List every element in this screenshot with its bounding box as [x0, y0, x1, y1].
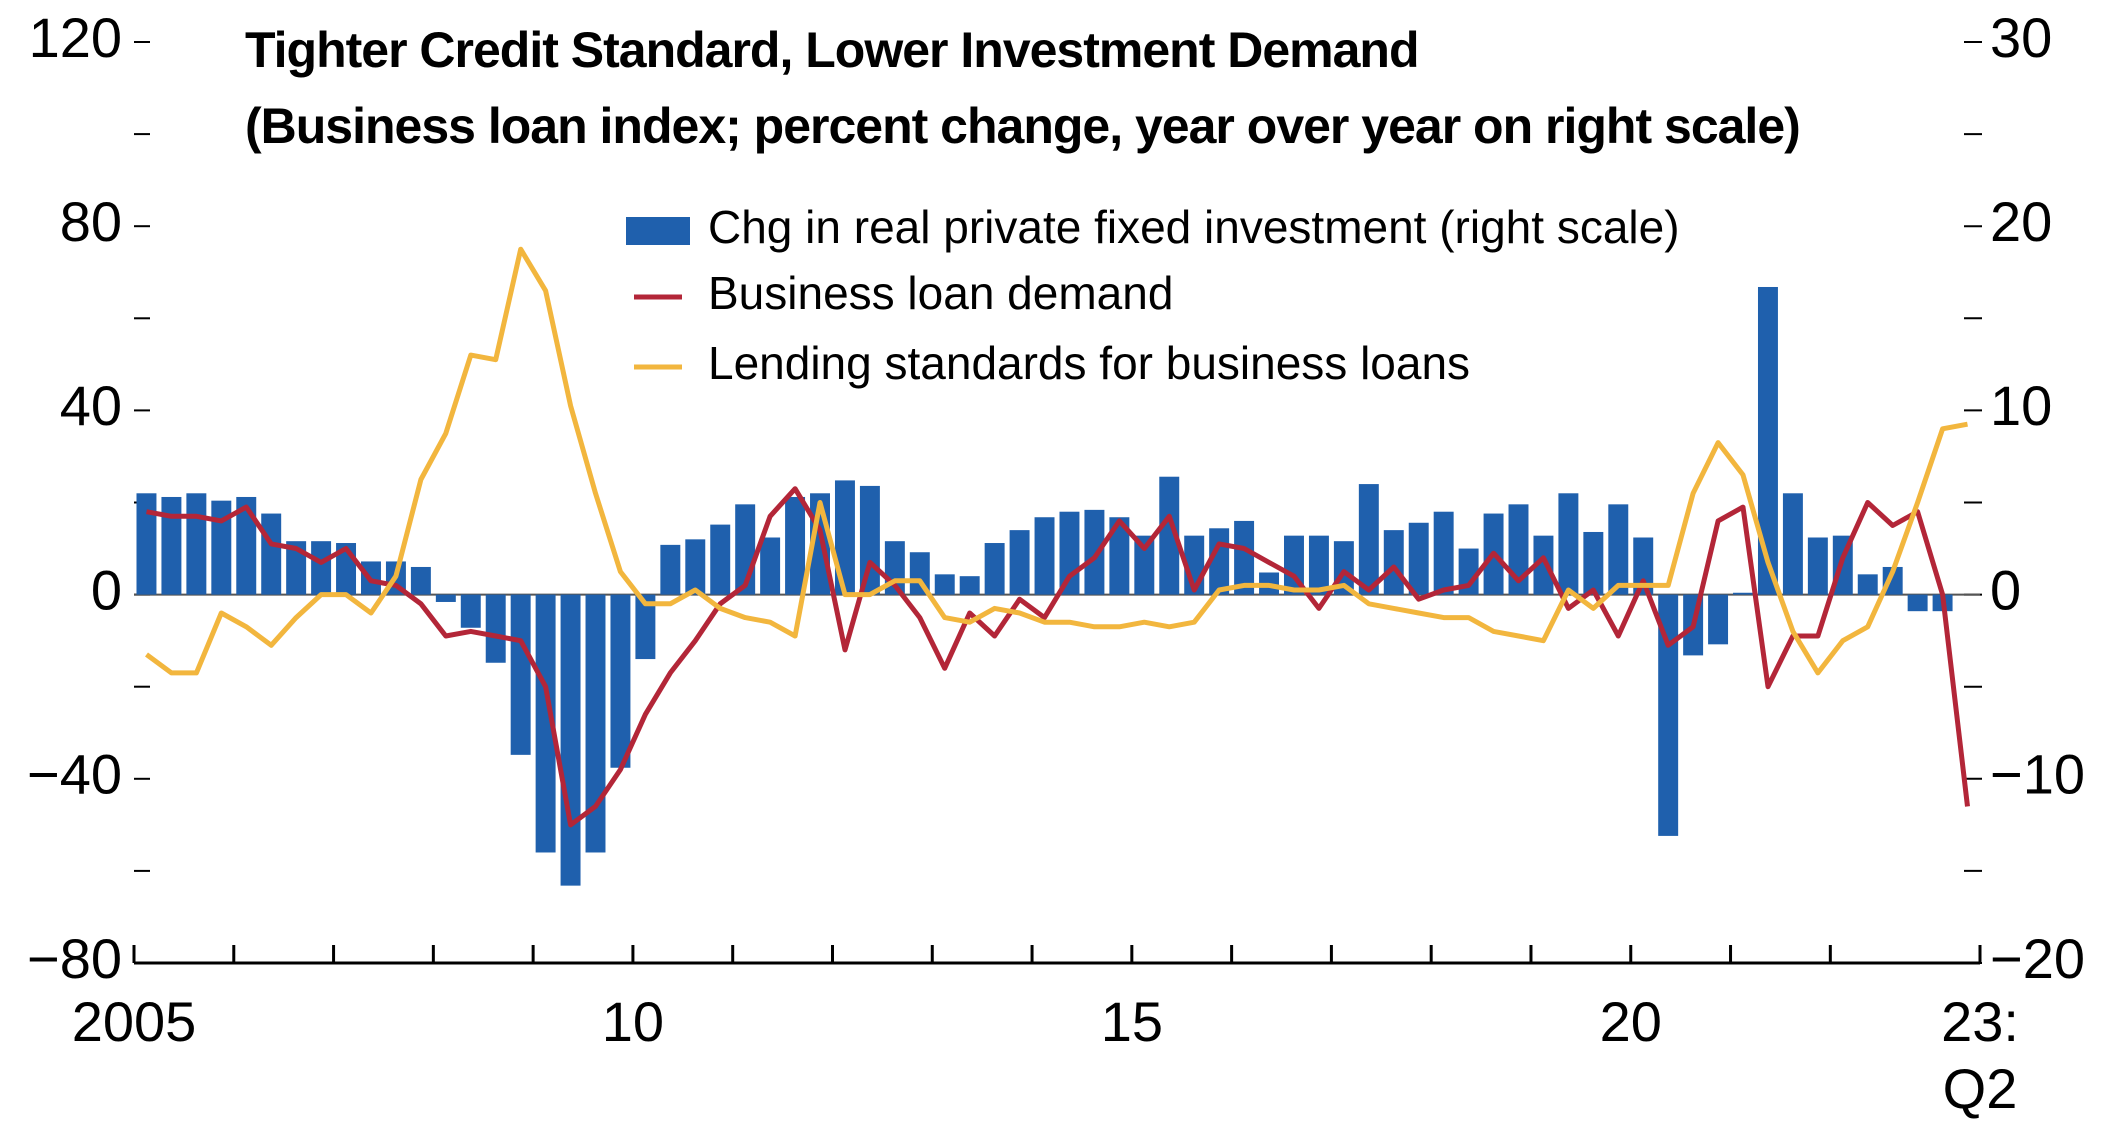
bar [1807, 537, 1828, 595]
legend-swatch [626, 217, 690, 245]
bar [435, 594, 456, 602]
bar [1059, 511, 1080, 595]
bar [136, 493, 157, 595]
y-tick-label: 40 [60, 374, 122, 437]
bar [1583, 531, 1604, 595]
x-tick-label: 2005 [72, 990, 197, 1053]
bar [286, 541, 307, 595]
bar [1757, 286, 1778, 595]
bar [834, 480, 855, 595]
bar [660, 544, 681, 595]
bar [610, 594, 631, 768]
chart-title: Tighter Credit Standard, Lower Investmen… [245, 22, 1420, 78]
bar [1134, 535, 1155, 595]
bar [1159, 476, 1180, 595]
bar [934, 574, 955, 595]
x-tick-label: 20 [1600, 990, 1662, 1053]
bar [1358, 484, 1379, 595]
bar [1608, 504, 1629, 595]
bar [1234, 520, 1255, 595]
bar [1034, 517, 1055, 595]
line [145, 246, 1968, 676]
bar [984, 543, 1005, 595]
y2-tick-label: −10 [1990, 743, 2085, 806]
line [146, 486, 1970, 828]
x-tick-label: 15 [1101, 990, 1163, 1053]
legend-label: Chg in real private fixed investment (ri… [708, 201, 1680, 253]
bar [1458, 548, 1479, 595]
bar [211, 500, 232, 595]
bar [186, 493, 207, 595]
bar [485, 594, 506, 663]
y2-tick-label: 10 [1990, 374, 2052, 437]
bar [161, 496, 182, 595]
y-tick-label: −80 [27, 927, 122, 990]
bar [236, 496, 257, 595]
bar [410, 566, 431, 595]
bar [261, 513, 282, 595]
chart-subtitle: (Business loan index; percent change, ye… [245, 98, 1801, 154]
bar [1308, 535, 1329, 595]
bar [510, 594, 531, 755]
x-tick-label: 10 [602, 990, 664, 1053]
chart-heading: Tighter Credit Standard, Lower Investmen… [245, 12, 1805, 164]
bar [1633, 537, 1654, 595]
bar [560, 594, 581, 886]
bar [1533, 535, 1554, 595]
bar [635, 594, 656, 660]
bar [760, 537, 781, 595]
bar [1733, 592, 1753, 595]
bar [1708, 594, 1729, 645]
y-tick-label: 80 [60, 190, 122, 253]
bar [1009, 530, 1030, 595]
y2-tick-label: 30 [1990, 6, 2052, 69]
bar [1658, 594, 1679, 836]
bar [685, 539, 706, 595]
y-tick-label: 0 [91, 558, 122, 621]
bar [710, 524, 731, 595]
bar [1408, 522, 1429, 595]
bar [1857, 574, 1878, 595]
bar [1109, 517, 1130, 595]
bar [785, 496, 806, 595]
bar [1907, 594, 1928, 612]
bar [460, 594, 481, 628]
bar [1782, 493, 1803, 595]
bar [311, 541, 332, 595]
y2-tick-label: 0 [1990, 558, 2021, 621]
bar [585, 594, 606, 853]
legend-label: Business loan demand [708, 267, 1173, 319]
legend-label: Lending standards for business loans [708, 337, 1470, 389]
bar [1383, 530, 1404, 595]
bar [1084, 509, 1105, 595]
bar [1558, 493, 1579, 595]
bar [535, 594, 556, 853]
y2-tick-label: 20 [1990, 190, 2052, 253]
y-tick-label: 120 [29, 6, 122, 69]
bar [1433, 511, 1454, 595]
y2-tick-label: −20 [1990, 927, 2085, 990]
bar [959, 576, 980, 595]
x-tick-label: 23: Q2 [1941, 990, 2019, 1120]
y-tick-label: −40 [27, 743, 122, 806]
